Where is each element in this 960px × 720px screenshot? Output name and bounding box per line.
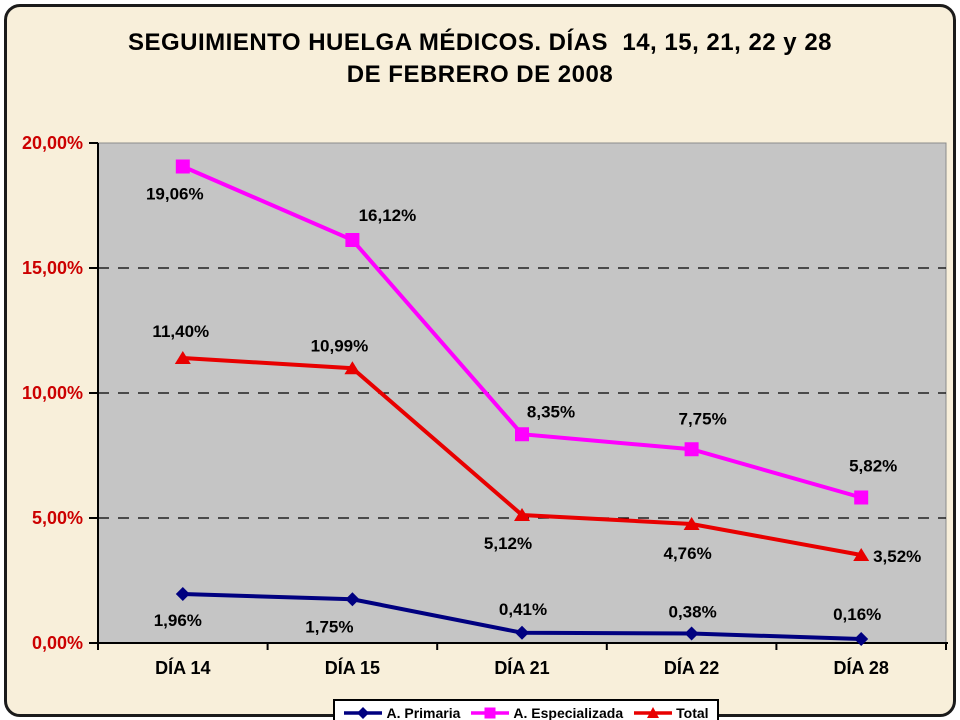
legend-item-total: Total xyxy=(633,705,709,720)
chart-card: SEGUIMIENTO HUELGA MÉDICOS. DÍAS 14, 15,… xyxy=(4,4,956,720)
x-axis-category-label: DÍA 14 xyxy=(155,657,210,678)
marker-triangle-total xyxy=(853,548,870,561)
legend-label-a-especializada: A. Especializada xyxy=(513,705,624,720)
legend-item-a-especializada: A. Especializada xyxy=(470,705,623,720)
legend-item-a-primaria: A. Primaria xyxy=(343,705,460,720)
data-label-a-especializada: 19,06% xyxy=(146,185,204,204)
data-label-a-especializada: 7,75% xyxy=(678,409,726,428)
data-label-a-primaria: 0,41% xyxy=(499,600,547,619)
legend-label-total: Total xyxy=(676,705,709,720)
x-axis-category-label: DÍA 15 xyxy=(325,657,380,678)
y-axis-tick-label: 10,00% xyxy=(22,383,83,403)
data-label-a-especializada: 8,35% xyxy=(527,402,575,421)
plot-svg: 20,00% 15,00% 10,00% 5,00% 0,00% DÍA 14 DÍA 15… xyxy=(22,133,948,678)
marker-diamond-a-primaria xyxy=(175,587,190,601)
marker-triangle-total xyxy=(683,517,700,530)
marker-square-a-especializada xyxy=(854,490,869,505)
data-label-a-especializada: 5,82% xyxy=(849,457,897,476)
chart-title: SEGUIMIENTO HUELGA MÉDICOS. DÍAS 14, 15,… xyxy=(7,27,953,91)
x-axis-category-label: DÍA 21 xyxy=(494,657,549,678)
marker-diamond-a-primaria xyxy=(515,625,529,640)
y-axis-tick-label: 20,00% xyxy=(22,133,83,153)
data-label-total: 5,12% xyxy=(484,534,532,553)
legend-box: A. Primaria A. Especializada Total xyxy=(333,699,719,720)
y-axis-tick-label: 5,00% xyxy=(32,508,83,528)
legend-row: A. Primaria A. Especializada Total xyxy=(102,699,950,720)
y-axis-tick-label: 15,00% xyxy=(22,258,83,278)
legend-triangle-marker-icon xyxy=(634,707,673,718)
data-label-total: 4,76% xyxy=(663,544,711,563)
marker-square-a-especializada xyxy=(345,233,360,247)
legend-marker-shape xyxy=(647,707,660,718)
data-label-total: 11,40% xyxy=(152,322,209,341)
chart-title-line1: SEGUIMIENTO HUELGA MÉDICOS. DÍAS 14, 15,… xyxy=(127,29,833,56)
legend-marker-shape xyxy=(484,707,496,719)
y-axis-tick-label: 0,00% xyxy=(32,633,83,653)
legend-diamond-marker-icon xyxy=(344,707,383,719)
data-label-a-primaria: 1,96% xyxy=(154,611,202,630)
x-axis-category-label: DÍA 28 xyxy=(834,657,889,678)
chart-title-line2: DE FEBRERO DE 2008 xyxy=(346,61,614,88)
marker-square-a-especializada xyxy=(515,427,529,442)
data-label-total: 10,99% xyxy=(311,336,369,355)
marker-diamond-a-primaria xyxy=(684,626,699,641)
marker-triangle-total xyxy=(174,351,191,364)
legend-square-marker-icon xyxy=(471,707,510,719)
data-label-a-primaria: 0,16% xyxy=(833,605,881,624)
marker-diamond-a-primaria xyxy=(345,592,360,607)
marker-diamond-a-primaria xyxy=(854,632,869,646)
marker-square-a-especializada xyxy=(175,159,190,174)
marker-triangle-total xyxy=(344,361,361,375)
data-label-a-especializada: 16,12% xyxy=(359,206,417,225)
x-axis-category-label: DÍA 22 xyxy=(664,657,719,678)
marker-square-a-especializada xyxy=(684,442,699,457)
legend-marker-shape xyxy=(357,707,370,719)
marker-triangle-total xyxy=(514,508,530,521)
legend-label-a-primaria: A. Primaria xyxy=(386,705,461,720)
data-label-total: 3,52% xyxy=(873,547,921,566)
data-label-a-primaria: 0,38% xyxy=(668,603,716,622)
data-label-a-primaria: 1,75% xyxy=(305,617,353,636)
